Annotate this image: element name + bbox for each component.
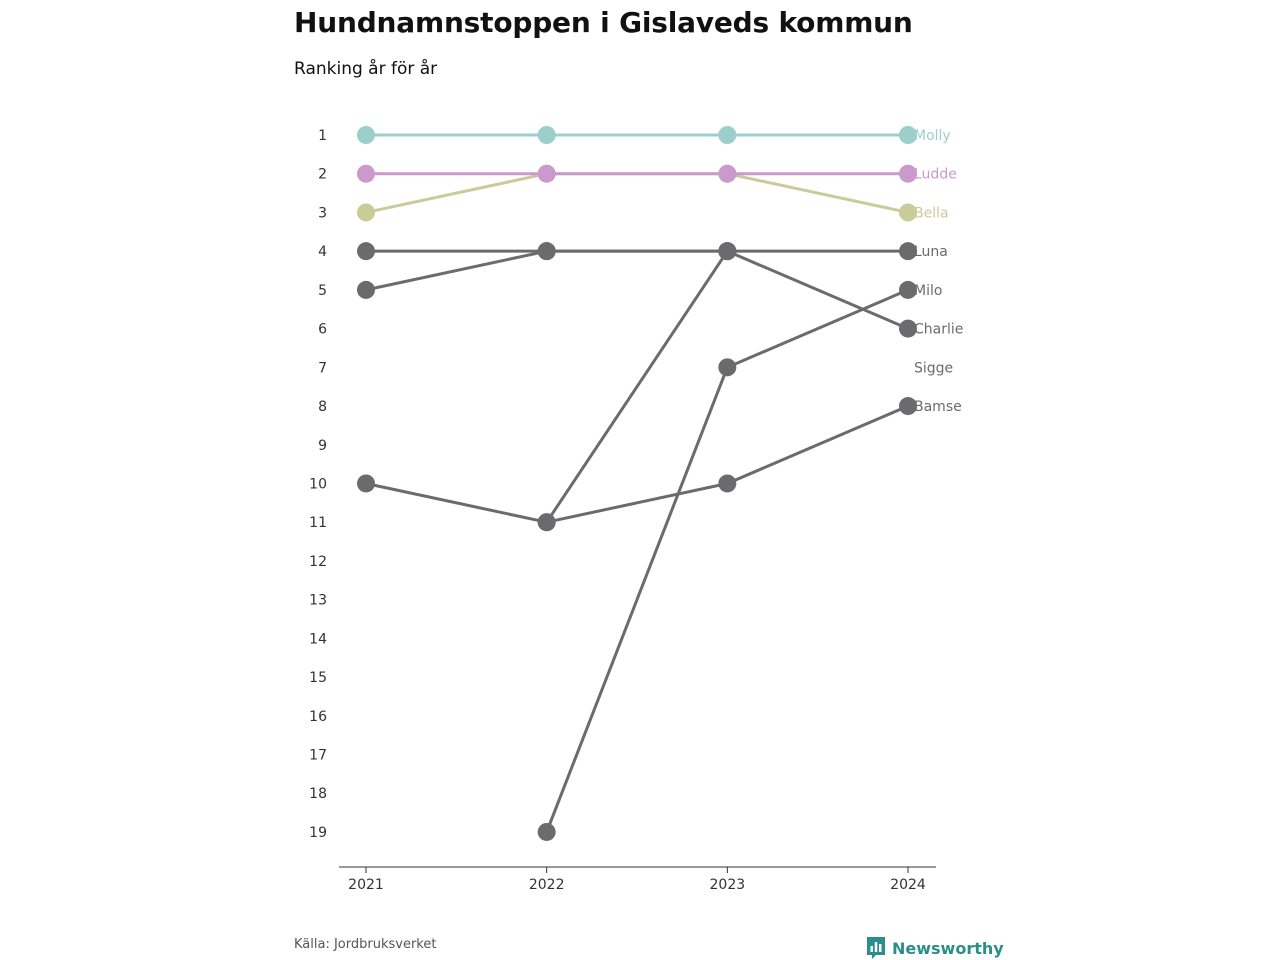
source-note: Källa: Jordbruksverket <box>294 937 437 952</box>
point-ludde-2021[interactable] <box>357 164 375 183</box>
chart-title: Hundnamnstoppen i Gislaveds kommun <box>294 6 913 39</box>
point-luna-2024[interactable] <box>899 242 917 261</box>
y-tick-label: 10 <box>309 476 327 492</box>
chart-subtitle: Ranking år för år <box>294 59 438 79</box>
point-charlie-2021[interactable] <box>357 280 375 299</box>
series-line-sigge <box>545 250 729 524</box>
series-lines <box>365 133 909 833</box>
point-milo-2024[interactable] <box>899 280 917 299</box>
y-tick-label: 6 <box>318 322 327 338</box>
y-tick-label: 2 <box>318 167 327 183</box>
series-label-bella: Bella <box>914 205 949 221</box>
series-label-bamse: Bamse <box>914 399 962 415</box>
y-tick-label: 19 <box>309 825 327 841</box>
y-tick-label: 13 <box>309 593 327 609</box>
series-line-bamse <box>365 404 909 524</box>
y-tick-label: 3 <box>318 205 327 221</box>
y-tick-label: 15 <box>309 670 327 686</box>
point-charlie-2024[interactable] <box>899 319 917 338</box>
point-bamse-2024[interactable] <box>899 397 917 416</box>
point-luna-2022[interactable] <box>537 242 556 261</box>
y-tick-label: 7 <box>318 360 327 376</box>
point-ludde-2024[interactable] <box>899 164 917 183</box>
point-molly-2023[interactable] <box>718 126 737 144</box>
series-line-bella <box>365 172 909 214</box>
point-bamse-2021[interactable] <box>357 474 375 493</box>
point-sigge-2022[interactable] <box>537 513 556 532</box>
y-tick-label: 9 <box>318 438 327 454</box>
y-tick-label: 1 <box>318 128 327 144</box>
series-label-charlie: Charlie <box>914 322 963 338</box>
point-bella-2024[interactable] <box>899 203 917 222</box>
point-molly-2024[interactable] <box>899 126 917 144</box>
point-ludde-2023[interactable] <box>718 164 737 183</box>
series-label-molly: Molly <box>914 128 951 144</box>
point-milo-2023[interactable] <box>718 358 737 377</box>
newsworthy-logo-icon <box>867 937 885 959</box>
x-tick-label: 2022 <box>529 877 565 893</box>
brand-logo[interactable]: Newsworthy <box>866 936 1004 960</box>
series-label-milo: Milo <box>914 283 942 299</box>
series-line-charlie <box>365 249 909 330</box>
y-tick-label: 14 <box>309 631 327 647</box>
y-tick-label: 11 <box>309 515 327 531</box>
series-labels: Molly Ludde Bella Luna Milo Charlie Sigge Bamse <box>914 128 963 415</box>
y-tick-label: 4 <box>318 244 327 260</box>
point-luna-2023[interactable] <box>718 242 737 261</box>
y-tick-label: 16 <box>309 709 327 725</box>
x-tick-label: 2024 <box>890 877 926 893</box>
point-molly-2022[interactable] <box>537 126 556 144</box>
series-label-luna: Luna <box>914 244 948 260</box>
x-tick-label: 2021 <box>348 877 384 893</box>
point-molly-2021[interactable] <box>357 126 375 144</box>
x-tick-label: 2023 <box>710 877 746 893</box>
y-tick-label: 5 <box>318 283 327 299</box>
point-bella-2021[interactable] <box>357 203 375 222</box>
series-label-ludde: Ludde <box>914 167 957 183</box>
y-tick-label: 12 <box>309 554 327 570</box>
point-luna-2021[interactable] <box>357 242 375 261</box>
brand-name: Newsworthy <box>892 938 1004 958</box>
y-tick-label: 8 <box>318 399 327 415</box>
point-ludde-2022[interactable] <box>537 164 556 183</box>
series-points <box>357 126 917 841</box>
point-milo-2022[interactable] <box>537 822 556 841</box>
x-axis: 2021 2022 2023 2024 <box>339 866 936 893</box>
series-label-sigge: Sigge <box>914 360 953 376</box>
point-bamse-2023[interactable] <box>718 474 737 493</box>
y-tick-label: 17 <box>309 748 327 764</box>
y-tick-label: 18 <box>309 786 327 802</box>
